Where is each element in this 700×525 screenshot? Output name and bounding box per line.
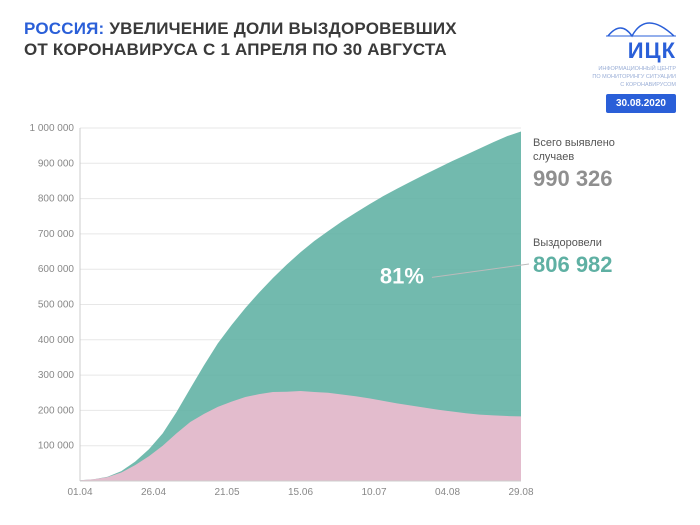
stat-total-label-1: Всего выявлено [533, 137, 615, 149]
x-tick-label: 26.04 [141, 487, 166, 498]
x-tick-label: 04.08 [435, 487, 460, 498]
logo-curve-icon [606, 18, 676, 38]
x-tick-label: 10.07 [361, 487, 386, 498]
y-tick-label: 700 000 [38, 229, 75, 240]
x-tick-label: 15.06 [288, 487, 313, 498]
logo-sub-1: ИНФОРМАЦИОННЫЙ ЦЕНТР [592, 66, 676, 72]
x-tick-label: 29.08 [508, 487, 533, 498]
stat-total-label-2: случаев [533, 151, 574, 163]
y-tick-label: 300 000 [38, 370, 75, 381]
title-rest: УВЕЛИЧЕНИЕ ДОЛИ ВЫЗДОРОВЕВШИХ [104, 19, 456, 38]
title-line-1: РОССИЯ: УВЕЛИЧЕНИЕ ДОЛИ ВЫЗДОРОВЕВШИХ [24, 18, 457, 39]
y-tick-label: 600 000 [38, 264, 75, 275]
date-badge: 30.08.2020 [606, 94, 676, 113]
stat-recovered-value: 806 982 [533, 252, 613, 277]
area-chart: 100 000 200 000 300 000 400 000 500 000 600 0… [24, 120, 676, 505]
logo-curve-path [608, 23, 674, 36]
y-tick-label: 100 000 [38, 441, 75, 452]
y-tick-label: 1 000 000 [30, 123, 75, 134]
y-tick-label: 500 000 [38, 300, 75, 311]
stat-recovered-label: Выздоровели [533, 237, 602, 249]
title-line-2: ОТ КОРОНАВИРУСА С 1 АПРЕЛЯ ПО 30 АВГУСТА [24, 39, 457, 60]
y-tick-label: 400 000 [38, 335, 75, 346]
logo-block: ИЦК ИНФОРМАЦИОННЫЙ ЦЕНТР ПО МОНИТОРИНГУ … [592, 18, 676, 113]
logo-sub-3: С КОРОНАВИРУСОМ [592, 82, 676, 88]
y-tick-label: 200 000 [38, 405, 75, 416]
title-block: РОССИЯ: УВЕЛИЧЕНИЕ ДОЛИ ВЫЗДОРОВЕВШИХ ОТ… [24, 18, 457, 113]
y-tick-label: 800 000 [38, 194, 75, 205]
x-tick-label: 21.05 [214, 487, 239, 498]
logo-text: ИЦК [592, 38, 676, 64]
x-tick-label: 01.04 [67, 487, 92, 498]
logo-sub-2: ПО МОНИТОРИНГУ СИТУАЦИИ [592, 74, 676, 80]
chart-container: 100 000 200 000 300 000 400 000 500 000 600 0… [24, 120, 676, 505]
y-tick-label: 900 000 [38, 158, 75, 169]
stat-total-value: 990 326 [533, 166, 613, 191]
percent-label: 81% [380, 263, 424, 288]
title-prefix: РОССИЯ: [24, 19, 104, 38]
